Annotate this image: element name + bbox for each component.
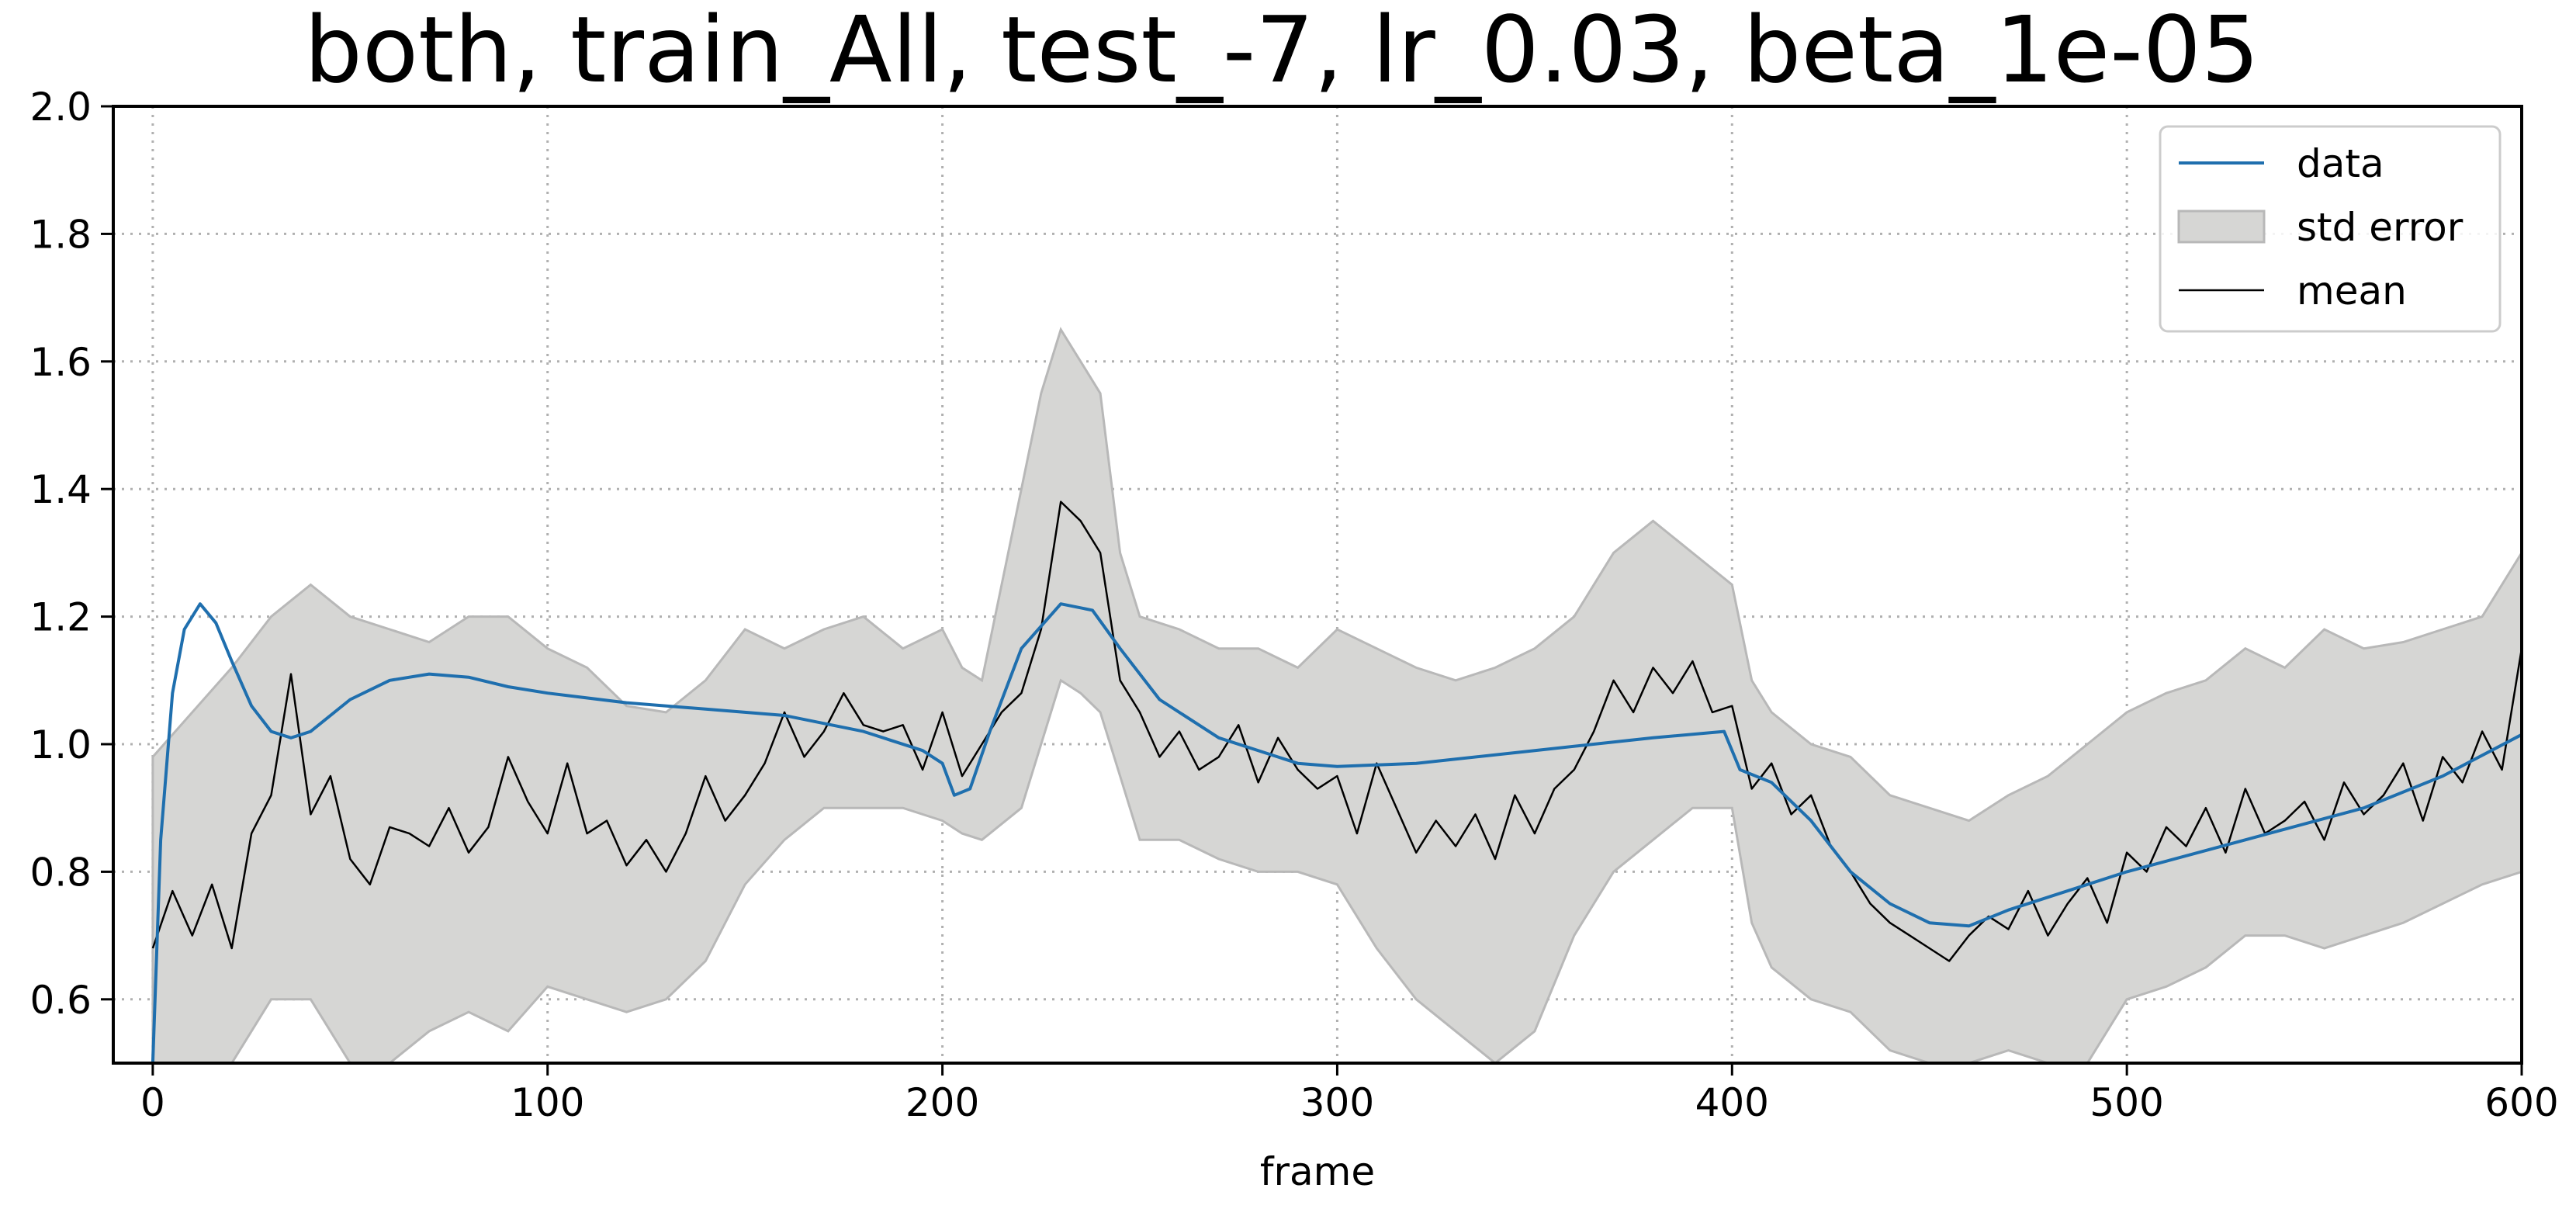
x-tick-label: 200	[905, 1080, 979, 1125]
x-tick-label: 400	[1695, 1080, 1769, 1125]
y-tick-label: 1.0	[29, 722, 92, 767]
legend-std-error-label: std error	[2297, 205, 2463, 250]
x-tick-label: 500	[2090, 1080, 2163, 1125]
x-tick-label: 0	[140, 1080, 165, 1125]
series-mean-line	[151, 501, 2522, 962]
legend: data std error mean	[2159, 125, 2502, 333]
y-tick-label: 1.8	[29, 212, 92, 257]
series-std-error-band	[151, 327, 2522, 1063]
plot-frame	[112, 105, 2523, 1065]
legend-std-error-swatch	[2177, 210, 2266, 244]
x-tick-label: 600	[2484, 1080, 2558, 1125]
legend-box	[2159, 125, 2502, 333]
y-tick-label: 1.6	[29, 340, 92, 385]
y-tick-label: 2.0	[29, 85, 92, 130]
x-axis-label: frame	[1260, 1149, 1375, 1194]
y-tick-label: 1.4	[29, 467, 92, 512]
series-data-line	[151, 602, 2522, 1063]
tick-layer: 0 100 200 300 400 500 600 0.6 0.8 1.0 1.2 1.4 1.6 1.8…	[29, 85, 2558, 1125]
x-tick-label: 300	[1300, 1080, 1374, 1125]
chart-title: both, train_All, test_-7, lr_0.03, beta_…	[304, 0, 2259, 103]
y-tick-label: 0.8	[29, 850, 92, 895]
y-tick-label: 0.6	[29, 978, 92, 1023]
legend-data-label: data	[2297, 141, 2384, 186]
y-tick-label: 1.2	[29, 595, 92, 640]
x-tick-label: 100	[511, 1080, 584, 1125]
legend-mean-label: mean	[2297, 268, 2407, 314]
plot-content	[151, 327, 2522, 1063]
